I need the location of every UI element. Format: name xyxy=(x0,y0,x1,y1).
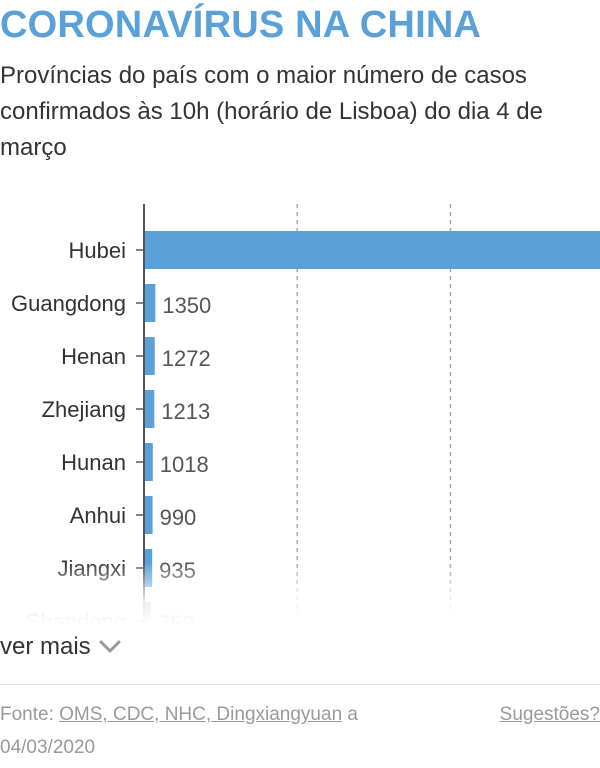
category-label-jiangxi: Jiangxi xyxy=(58,556,126,581)
show-more-button[interactable]: ver mais xyxy=(0,630,121,664)
source-date: 04/03/2020 xyxy=(0,737,96,758)
chart-title: CORONAVÍRUS NA CHINA xyxy=(0,4,482,46)
bar-chart: Hubei67217Guangdong1350Henan1272Zhejiang… xyxy=(0,196,600,626)
bar-henan xyxy=(145,337,155,375)
source-suffix: a xyxy=(342,704,358,725)
chart-subtitle: Províncias do país com o maior número de… xyxy=(0,62,543,161)
value-label-hunan: 1018 xyxy=(160,452,209,477)
source-link[interactable]: OMS, CDC, NHC, Dingxiangyuan xyxy=(59,704,343,725)
footer-divider xyxy=(0,684,600,685)
value-label-henan: 1272 xyxy=(162,346,211,371)
bar-chart-svg: Hubei67217Guangdong1350Henan1272Zhejiang… xyxy=(11,204,600,626)
value-label-zhejiang: 1213 xyxy=(161,399,210,424)
source-prefix: Fonte: xyxy=(0,704,54,725)
bar-shandong xyxy=(145,602,151,626)
value-label-shandong: 758 xyxy=(158,611,195,626)
suggestions-link[interactable]: Sugestões? xyxy=(499,704,600,725)
bar-zhejiang xyxy=(145,390,155,428)
value-label-anhui: 990 xyxy=(160,505,197,530)
show-more-label: ver mais xyxy=(0,633,91,660)
value-label-guangdong: 1350 xyxy=(162,293,211,318)
category-label-shandong: Shandong xyxy=(26,609,126,626)
category-label-guangdong: Guangdong xyxy=(11,291,126,316)
bar-hunan xyxy=(145,443,153,481)
category-label-zhejiang: Zhejiang xyxy=(42,397,126,422)
bar-hubei xyxy=(145,231,600,269)
category-label-henan: Henan xyxy=(61,344,126,369)
source-note: Fonte: OMS, CDC, NHC, Dingxiangyuan a 04/… xyxy=(0,698,460,764)
category-label-hunan: Hunan xyxy=(61,450,126,475)
value-label-jiangxi: 935 xyxy=(159,558,196,583)
category-label-anhui: Anhui xyxy=(70,503,126,528)
chevron-down-icon xyxy=(99,640,121,654)
category-label-hubei: Hubei xyxy=(69,238,126,263)
bar-jiangxi xyxy=(145,549,153,587)
bar-guangdong xyxy=(145,284,156,322)
bar-anhui xyxy=(145,496,153,534)
